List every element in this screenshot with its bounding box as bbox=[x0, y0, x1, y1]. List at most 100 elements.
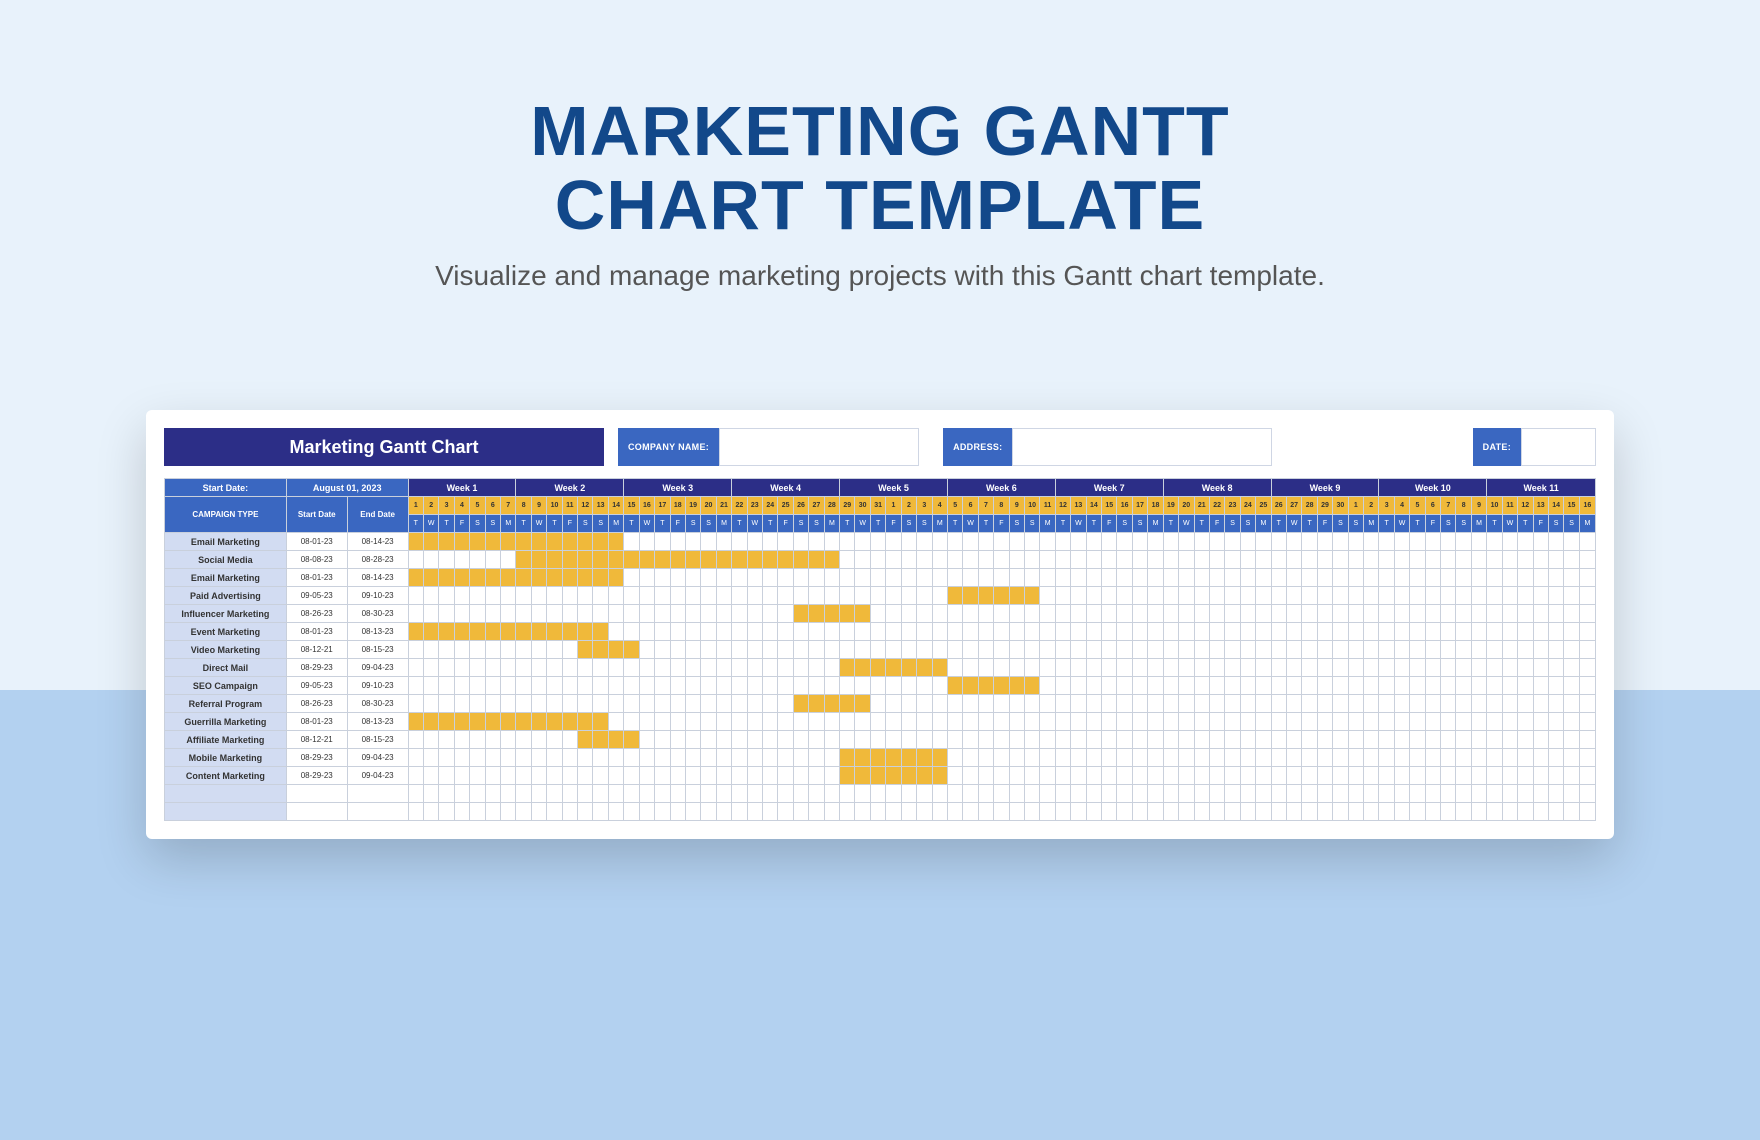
gantt-cell bbox=[1302, 623, 1317, 641]
gantt-cell bbox=[685, 731, 700, 749]
gantt-cell bbox=[547, 767, 562, 785]
task-end-cell: 09-04-23 bbox=[347, 749, 408, 767]
gantt-cell bbox=[716, 551, 731, 569]
gantt-cell bbox=[1286, 605, 1301, 623]
gantt-cell bbox=[809, 785, 824, 803]
gantt-cell bbox=[1132, 695, 1147, 713]
gantt-cell bbox=[1225, 731, 1240, 749]
gantt-cell bbox=[516, 569, 531, 587]
gantt-cell bbox=[1071, 623, 1086, 641]
gantt-cell bbox=[423, 605, 438, 623]
gantt-cell bbox=[1086, 713, 1101, 731]
page-title: MARKETING GANTT CHART TEMPLATE bbox=[0, 95, 1760, 242]
gantt-cell bbox=[1548, 677, 1563, 695]
gantt-cell bbox=[840, 533, 855, 551]
gantt-cell bbox=[1502, 551, 1517, 569]
day-letter-header: W bbox=[1394, 515, 1409, 533]
gantt-cell bbox=[1009, 587, 1024, 605]
gantt-cell bbox=[1317, 551, 1332, 569]
gantt-cell bbox=[1579, 587, 1595, 605]
gantt-cell bbox=[1240, 641, 1255, 659]
gantt-cell bbox=[809, 533, 824, 551]
gantt-cell bbox=[1533, 767, 1548, 785]
gantt-cell bbox=[470, 569, 485, 587]
gantt-cell bbox=[1055, 587, 1070, 605]
gantt-cell bbox=[1194, 731, 1209, 749]
gantt-cell bbox=[423, 749, 438, 767]
gantt-cell bbox=[1456, 623, 1471, 641]
gantt-cell bbox=[501, 695, 516, 713]
gantt-cell bbox=[747, 569, 762, 587]
gantt-cell bbox=[747, 551, 762, 569]
task-end-cell: 08-14-23 bbox=[347, 569, 408, 587]
day-letter-header: T bbox=[1518, 515, 1533, 533]
gantt-cell bbox=[1379, 731, 1394, 749]
gantt-cell bbox=[1163, 623, 1178, 641]
gantt-cell bbox=[1502, 749, 1517, 767]
gantt-cell bbox=[1009, 623, 1024, 641]
gantt-cell bbox=[1240, 803, 1255, 821]
day-letter-header: F bbox=[454, 515, 469, 533]
date-input[interactable] bbox=[1521, 428, 1596, 466]
week-header: Week 11 bbox=[1487, 479, 1596, 497]
gantt-cell bbox=[1256, 677, 1271, 695]
address-input[interactable] bbox=[1012, 428, 1272, 466]
gantt-cell bbox=[1425, 587, 1440, 605]
gantt-cell bbox=[701, 587, 716, 605]
gantt-cell bbox=[1410, 713, 1425, 731]
day-number-header: 9 bbox=[1009, 497, 1024, 515]
gantt-cell bbox=[840, 785, 855, 803]
task-start-cell: 08-29-23 bbox=[286, 749, 347, 767]
day-letter-header: F bbox=[994, 515, 1009, 533]
gantt-cell bbox=[1441, 623, 1456, 641]
gantt-cell bbox=[454, 659, 469, 677]
gantt-cell bbox=[1040, 785, 1055, 803]
day-number-header: 21 bbox=[1194, 497, 1209, 515]
gantt-cell bbox=[809, 623, 824, 641]
gantt-cell bbox=[809, 731, 824, 749]
gantt-cell bbox=[454, 695, 469, 713]
task-row: Email Marketing08-01-2308-14-23 bbox=[165, 569, 1596, 587]
gantt-cell bbox=[1379, 695, 1394, 713]
gantt-cell bbox=[855, 803, 870, 821]
gantt-cell bbox=[701, 803, 716, 821]
gantt-cell bbox=[454, 803, 469, 821]
gantt-cell bbox=[578, 659, 593, 677]
company-input[interactable] bbox=[719, 428, 919, 466]
gantt-cell bbox=[1579, 659, 1595, 677]
gantt-cell bbox=[1348, 803, 1363, 821]
gantt-cell bbox=[1194, 749, 1209, 767]
gantt-cell bbox=[485, 587, 500, 605]
gantt-cell bbox=[639, 533, 654, 551]
day-letter-header: M bbox=[1364, 515, 1379, 533]
gantt-cell bbox=[1055, 677, 1070, 695]
gantt-cell bbox=[901, 749, 916, 767]
gantt-cell bbox=[1379, 713, 1394, 731]
gantt-cell bbox=[1364, 803, 1379, 821]
gantt-cell bbox=[423, 659, 438, 677]
task-row: Email Marketing08-01-2308-14-23 bbox=[165, 533, 1596, 551]
gantt-cell bbox=[1533, 587, 1548, 605]
gantt-cell bbox=[978, 569, 993, 587]
gantt-cell bbox=[1163, 713, 1178, 731]
gantt-cell bbox=[840, 695, 855, 713]
gantt-cell bbox=[917, 623, 932, 641]
gantt-cell bbox=[1009, 659, 1024, 677]
gantt-cell bbox=[1394, 587, 1409, 605]
day-number-header: 8 bbox=[994, 497, 1009, 515]
gantt-cell bbox=[809, 587, 824, 605]
gantt-cell bbox=[1518, 785, 1533, 803]
gantt-cell bbox=[870, 533, 885, 551]
gantt-cell bbox=[655, 659, 670, 677]
gantt-cell bbox=[1487, 785, 1502, 803]
gantt-cell bbox=[994, 641, 1009, 659]
gantt-cell bbox=[562, 641, 577, 659]
gantt-cell bbox=[439, 767, 454, 785]
gantt-cell bbox=[470, 803, 485, 821]
gantt-cell bbox=[840, 605, 855, 623]
gantt-cell bbox=[994, 623, 1009, 641]
day-number-header: 16 bbox=[1579, 497, 1595, 515]
gantt-cell bbox=[1394, 695, 1409, 713]
gantt-cell bbox=[1132, 677, 1147, 695]
day-number-header: 8 bbox=[1456, 497, 1471, 515]
